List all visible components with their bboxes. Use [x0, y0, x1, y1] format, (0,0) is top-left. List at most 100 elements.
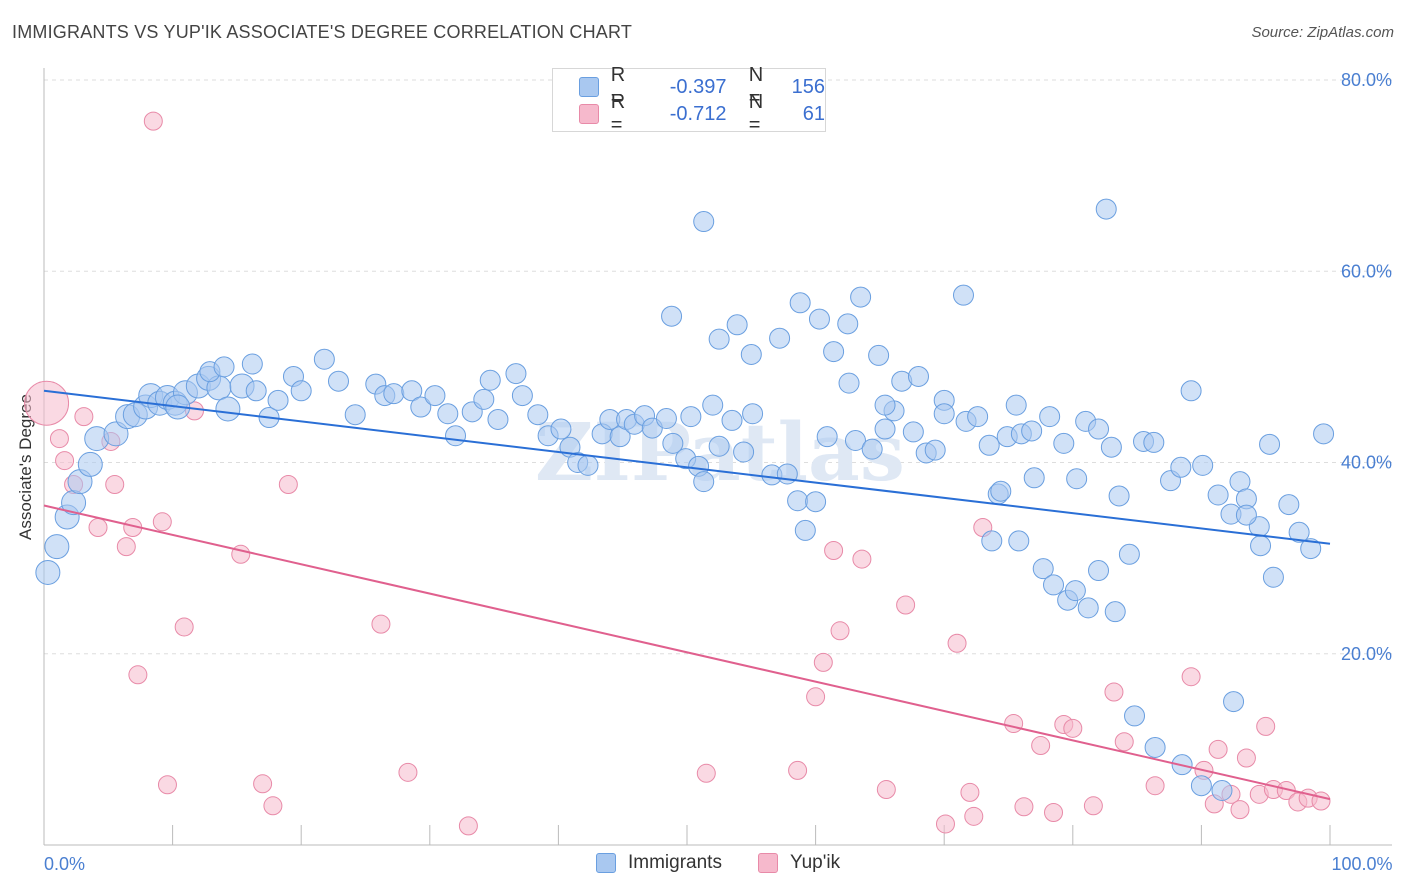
immigrants-point	[1066, 468, 1088, 490]
yupik-point	[813, 652, 833, 672]
r-label: R =	[610, 64, 626, 109]
immigrants-point	[868, 344, 890, 366]
immigrants-point	[1144, 736, 1166, 758]
immigrants-point	[511, 385, 533, 407]
immigrants-point	[327, 370, 349, 392]
immigrants-point	[680, 406, 702, 428]
yupik-point	[263, 796, 283, 816]
yupik-point	[398, 762, 418, 782]
yupik-point	[152, 512, 172, 532]
yupik-point	[1114, 732, 1134, 752]
immigrants-point	[479, 369, 501, 391]
yupik-point	[1031, 736, 1051, 756]
immigrants-point	[77, 451, 103, 477]
immigrants-point	[1108, 485, 1130, 507]
immigrants-point	[1250, 535, 1272, 557]
immigrants-point	[1223, 691, 1245, 713]
immigrants-point	[967, 406, 989, 428]
immigrants-point	[1032, 558, 1054, 580]
immigrants-point	[410, 396, 432, 418]
y-tick-label: 80.0%	[1341, 70, 1392, 90]
n-label: N =	[748, 64, 764, 109]
immigrants-point	[1207, 484, 1229, 506]
immigrants-swatch	[579, 77, 599, 97]
immigrants-point	[838, 372, 860, 394]
immigrants-point	[290, 380, 312, 402]
immigrants-point	[245, 380, 267, 402]
yupik-point	[143, 111, 163, 131]
yupik-point	[1063, 718, 1083, 738]
immigrants-point	[527, 404, 549, 426]
immigrants-point	[1278, 494, 1300, 516]
immigrants-point	[1143, 431, 1165, 453]
yupik-point	[1230, 800, 1250, 820]
yupik-point	[1014, 797, 1034, 817]
immigrants-point	[437, 403, 459, 425]
immigrants-point	[1262, 566, 1284, 588]
immigrants-point	[924, 439, 946, 461]
immigrants-point	[344, 404, 366, 426]
immigrants-point	[1118, 543, 1140, 565]
immigrants-point	[1300, 538, 1322, 560]
yupik-point	[1145, 776, 1165, 796]
immigrants-point	[1088, 418, 1110, 440]
immigrants-point	[721, 409, 743, 431]
yupik-point	[371, 614, 391, 634]
immigrants-point	[850, 286, 872, 308]
immigrants-point	[103, 421, 129, 447]
immigrants-point	[655, 408, 677, 430]
legend-row-yupik: R = -0.712 N = 61	[579, 91, 825, 136]
immigrants-point	[241, 353, 263, 375]
immigrants-point	[1039, 406, 1061, 428]
immigrants-point	[861, 438, 883, 460]
series-legend: Immigrants Yup'ik	[596, 852, 876, 874]
yupik-point	[24, 380, 70, 426]
r-label: R =	[610, 91, 626, 136]
immigrants-point	[215, 396, 241, 422]
correlation-legend: R = -0.397 N = 156 R = -0.712 N = 61	[552, 64, 826, 136]
immigrants-point	[1313, 423, 1335, 445]
immigrants-point	[733, 441, 755, 463]
immigrants-point	[978, 434, 1000, 456]
n-value: 156	[791, 75, 825, 98]
r-value: -0.397	[669, 75, 727, 98]
immigrants-point	[1005, 394, 1027, 416]
immigrants-point	[1064, 580, 1086, 602]
immigrants-point	[1023, 467, 1045, 489]
immigrants-point	[1190, 775, 1212, 797]
immigrants-point	[844, 430, 866, 452]
immigrants-point	[874, 394, 896, 416]
immigrants-point	[424, 385, 446, 407]
yupik-point	[128, 665, 148, 685]
immigrants-point	[902, 421, 924, 443]
yupik-point	[1004, 714, 1024, 734]
immigrants-point	[661, 305, 683, 327]
source-label: Source: ZipAtlas.com	[1251, 24, 1394, 41]
yupik-point	[1256, 716, 1276, 736]
immigrants-point	[401, 380, 423, 402]
immigrants-point	[708, 435, 730, 457]
yupik-point	[116, 537, 136, 557]
immigrants-point	[473, 388, 495, 410]
yupik-point	[1181, 667, 1201, 687]
yupik-point	[1044, 802, 1064, 822]
yupik-point	[74, 407, 94, 427]
immigrants-point	[505, 363, 527, 385]
immigrants-point	[1077, 597, 1099, 619]
immigrants-point	[702, 394, 724, 416]
immigrants-point	[1235, 504, 1257, 526]
immigrants-point	[823, 341, 845, 363]
legend-item-immigrants[interactable]: Immigrants	[596, 852, 722, 874]
immigrants-point	[267, 389, 289, 411]
legend-item-yupik[interactable]: Yup'ik	[757, 852, 841, 874]
immigrants-point	[1192, 454, 1214, 476]
immigrants-point	[1180, 380, 1202, 402]
legend-label: Yup'ik	[789, 852, 841, 873]
immigrants-point	[44, 534, 70, 560]
immigrants-point	[726, 314, 748, 336]
immigrants-point	[981, 530, 1003, 552]
yupik-point	[696, 763, 716, 783]
immigrants-point	[990, 480, 1012, 502]
immigrants-point	[837, 313, 859, 335]
